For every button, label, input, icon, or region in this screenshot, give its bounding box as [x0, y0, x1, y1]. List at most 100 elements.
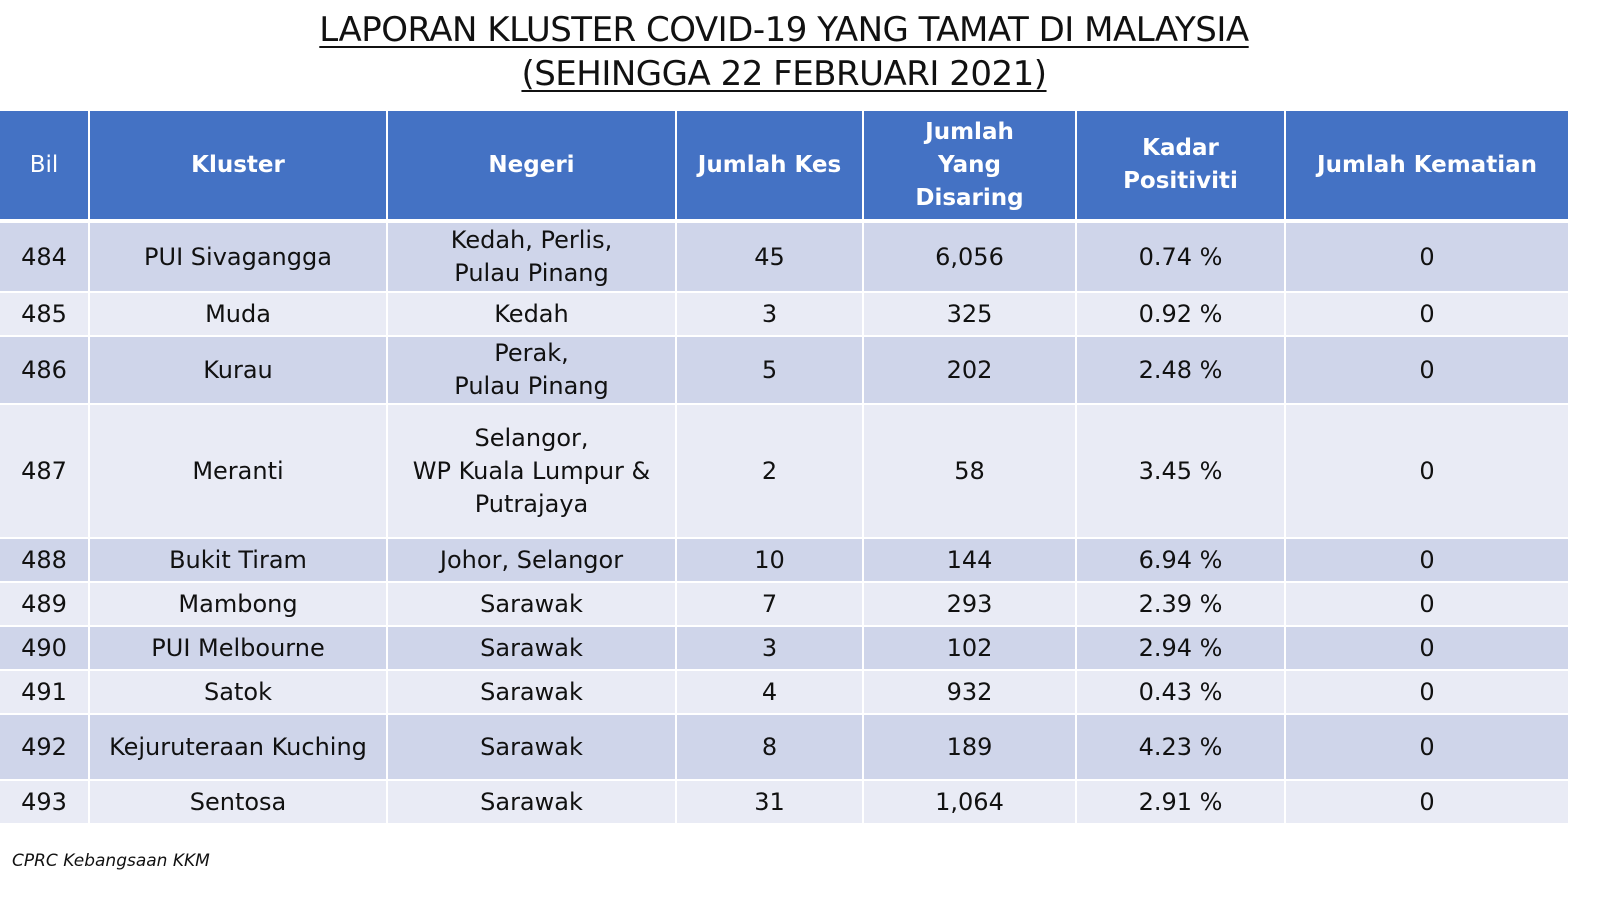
table-row: 485 Muda Kedah 3 325 0.92 % 0	[0, 293, 1568, 337]
header-kadar-positiviti: Kadar Positiviti	[1077, 111, 1286, 223]
cell-kes: 10	[677, 539, 864, 583]
negeri-line: Sarawak	[480, 732, 583, 761]
table-row: 488 Bukit Tiram Johor, Selangor 10 144 6.94 %…	[0, 539, 1568, 583]
table-row: 491 Satok Sarawak 4 932 0.43 % 0	[0, 671, 1568, 715]
cell-kes: 3	[677, 293, 864, 337]
cell-positiviti: 2.94 %	[1077, 627, 1286, 671]
cell-disaring: 189	[864, 715, 1077, 781]
cell-bil: 486	[0, 337, 90, 405]
cell-kluster: Meranti	[90, 405, 388, 539]
cell-negeri: Sarawak	[388, 583, 677, 627]
header-jumlah-disaring: Jumlah Yang Disaring	[864, 111, 1077, 223]
negeri-line: Johor, Selangor	[439, 545, 624, 574]
cell-positiviti: 0.92 %	[1077, 293, 1286, 337]
negeri-line: Sarawak	[480, 589, 583, 618]
cell-kematian: 0	[1286, 781, 1568, 825]
cell-negeri: Johor, Selangor	[388, 539, 677, 583]
cell-disaring: 202	[864, 337, 1077, 405]
header-jumlah-kematian: Jumlah Kematian	[1286, 111, 1568, 223]
table-row: 489 Mambong Sarawak 7 293 2.39 % 0	[0, 583, 1568, 627]
cell-disaring: 293	[864, 583, 1077, 627]
cell-bil: 488	[0, 539, 90, 583]
cell-negeri: Selangor, WP Kuala Lumpur & Putrajaya	[388, 405, 677, 539]
cell-negeri: Sarawak	[388, 781, 677, 825]
table-header: Bil Kluster Negeri Jumlah Kes Jumlah Yan…	[0, 111, 1568, 223]
table-row: 487 Meranti Selangor, WP Kuala Lumpur & Putr…	[0, 405, 1568, 539]
table-row: 493 Sentosa Sarawak 31 1,064 2.91 % 0	[0, 781, 1568, 825]
negeri-line: WP Kuala Lumpur &	[412, 456, 651, 485]
cell-positiviti: 0.43 %	[1077, 671, 1286, 715]
cell-positiviti: 2.91 %	[1077, 781, 1286, 825]
header-bil: Bil	[0, 111, 90, 223]
table-row: 492 Kejuruteraan Kuching Sarawak 8 189 4.23 %…	[0, 715, 1568, 781]
cell-kes: 31	[677, 781, 864, 825]
cell-disaring: 325	[864, 293, 1077, 337]
cell-bil: 487	[0, 405, 90, 539]
cell-negeri: Kedah, Perlis, Pulau Pinang	[388, 223, 677, 293]
cell-kematian: 0	[1286, 627, 1568, 671]
cell-kluster: PUI Sivagangga	[90, 223, 388, 293]
cell-negeri: Sarawak	[388, 671, 677, 715]
table-row: 490 PUI Melbourne Sarawak 3 102 2.94 % 0	[0, 627, 1568, 671]
cell-kes: 7	[677, 583, 864, 627]
cell-kematian: 0	[1286, 583, 1568, 627]
cell-bil: 484	[0, 223, 90, 293]
cell-kematian: 0	[1286, 539, 1568, 583]
cell-bil: 485	[0, 293, 90, 337]
table-row: 484 PUI Sivagangga Kedah, Perlis, Pulau Pin…	[0, 223, 1568, 293]
report-title-line2: (SEHINGGA 22 FEBRUARI 2021)	[521, 54, 1047, 94]
cell-disaring: 144	[864, 539, 1077, 583]
source-footer: CPRC Kebangsaan KKM	[12, 851, 210, 871]
cell-kematian: 0	[1286, 223, 1568, 293]
cell-kematian: 0	[1286, 405, 1568, 539]
negeri-line: Kedah, Perlis,	[450, 226, 613, 254]
cell-positiviti: 0.74 %	[1077, 223, 1286, 293]
cell-kematian: 0	[1286, 293, 1568, 337]
cell-kluster: PUI Melbourne	[90, 627, 388, 671]
negeri-line: Perak,	[494, 339, 569, 367]
cell-kluster: Mambong	[90, 583, 388, 627]
header-row: Bil Kluster Negeri Jumlah Kes Jumlah Yan…	[0, 111, 1568, 223]
table-body: 484 PUI Sivagangga Kedah, Perlis, Pulau Pin…	[0, 223, 1568, 825]
cell-disaring: 6,056	[864, 223, 1077, 293]
cell-kluster: Bukit Tiram	[90, 539, 388, 583]
cell-kematian: 0	[1286, 337, 1568, 405]
cell-bil: 490	[0, 627, 90, 671]
cell-kes: 8	[677, 715, 864, 781]
negeri-line: Selangor,	[474, 423, 589, 452]
cell-negeri: Perak, Pulau Pinang	[388, 337, 677, 405]
table-row: 486 Kurau Perak, Pulau Pinang 5 202 2.48 % 0	[0, 337, 1568, 405]
cell-kes: 2	[677, 405, 864, 539]
cell-kematian: 0	[1286, 715, 1568, 781]
negeri-line: Putrajaya	[474, 489, 589, 518]
cell-bil: 489	[0, 583, 90, 627]
cell-positiviti: 6.94 %	[1077, 539, 1286, 583]
cell-kluster: Sentosa	[90, 781, 388, 825]
cell-kluster: Kejuruteraan Kuching	[90, 715, 388, 781]
negeri-line: Sarawak	[480, 787, 583, 816]
cell-positiviti: 2.48 %	[1077, 337, 1286, 405]
cell-bil: 492	[0, 715, 90, 781]
cell-kes: 4	[677, 671, 864, 715]
negeri-line: Sarawak	[480, 677, 583, 706]
header-negeri: Negeri	[388, 111, 677, 223]
cell-positiviti: 2.39 %	[1077, 583, 1286, 627]
negeri-line: Pulau Pinang	[454, 372, 609, 400]
cell-kes: 3	[677, 627, 864, 671]
negeri-line: Kedah	[494, 299, 569, 328]
negeri-line: Pulau Pinang	[454, 259, 609, 287]
cell-kes: 45	[677, 223, 864, 293]
cell-kes: 5	[677, 337, 864, 405]
cell-disaring: 932	[864, 671, 1077, 715]
cell-bil: 491	[0, 671, 90, 715]
header-jumlah-kes: Jumlah Kes	[677, 111, 864, 223]
cell-kluster: Satok	[90, 671, 388, 715]
cell-positiviti: 3.45 %	[1077, 405, 1286, 539]
negeri-line: Sarawak	[480, 633, 583, 662]
header-kluster: Kluster	[90, 111, 388, 223]
cluster-table: Bil Kluster Negeri Jumlah Kes Jumlah Yan…	[0, 111, 1568, 825]
cell-kluster: Muda	[90, 293, 388, 337]
report-title: LAPORAN KLUSTER COVID-19 YANG TAMAT DI M…	[0, 8, 1568, 96]
cell-disaring: 1,064	[864, 781, 1077, 825]
header-jumlah-disaring-text: Jumlah Yang Disaring	[915, 118, 1024, 211]
